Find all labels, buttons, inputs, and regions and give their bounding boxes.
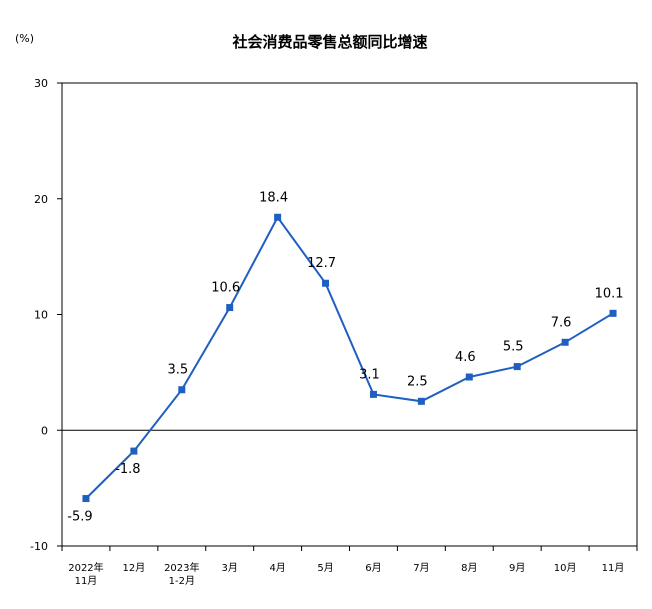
data-label: 2.5 xyxy=(407,374,428,389)
x-tick-label: 2023年 1-2月 xyxy=(164,561,199,587)
x-tick-label: 3月 xyxy=(222,562,238,574)
y-axis-unit: (%) xyxy=(15,32,34,45)
y-tick-label: 20 xyxy=(34,193,48,206)
data-label: 7.6 xyxy=(551,315,572,330)
data-point xyxy=(274,213,282,221)
data-point xyxy=(561,338,569,346)
x-tick-label: 2022年 11月 xyxy=(68,561,103,587)
x-tick-label: 7月 xyxy=(413,562,429,574)
data-label: 3.1 xyxy=(359,367,380,382)
data-point xyxy=(417,397,425,405)
data-point xyxy=(369,390,377,398)
data-label: 4.6 xyxy=(455,350,476,365)
data-labels: -5.9 -1.8 3.5 10.6 18.4 12.7 3.1 2.5 4.6 5.5 7.6 10… xyxy=(67,190,623,524)
series-line xyxy=(85,215,614,500)
data-point xyxy=(465,373,473,381)
y-tick-label: 10 xyxy=(34,309,48,322)
x-tick-label: 5月 xyxy=(317,562,333,574)
y-axis: 30 20 10 0 -10 xyxy=(30,77,62,553)
x-tick-label: 8月 xyxy=(461,562,477,574)
data-point xyxy=(322,279,330,287)
x-tick-label: 6月 xyxy=(365,562,381,574)
data-label: 3.5 xyxy=(167,363,188,378)
data-markers xyxy=(82,213,617,503)
data-label: 10.1 xyxy=(595,286,624,301)
x-tick-label: 11月 xyxy=(602,562,625,574)
data-label: -5.9 xyxy=(67,510,92,525)
x-tick-label: 9月 xyxy=(509,562,525,574)
data-point xyxy=(82,495,90,503)
x-tick-label: 10月 xyxy=(554,562,577,574)
chart-title: 社会消费品零售总额同比增速 xyxy=(231,33,427,51)
x-axis: 2022年 11月 12月 2023年 1-2月 3月 4月 5月 6月 7月 8月 9月 10月 11月 xyxy=(61,546,638,587)
data-label: -1.8 xyxy=(115,462,140,477)
y-tick-label: -10 xyxy=(30,540,48,553)
y-tick-label: 0 xyxy=(41,424,48,437)
data-point xyxy=(226,304,234,312)
x-tick-label: 4月 xyxy=(269,562,285,574)
data-point xyxy=(513,363,521,371)
x-tick-label: 12月 xyxy=(123,562,146,574)
data-label: 5.5 xyxy=(503,340,524,355)
y-tick-label: 30 xyxy=(34,77,48,90)
data-label: 18.4 xyxy=(259,190,288,205)
data-point xyxy=(609,309,617,317)
data-label: 10.6 xyxy=(211,281,240,296)
data-point xyxy=(178,386,186,394)
data-label: 12.7 xyxy=(307,256,336,271)
data-point xyxy=(130,447,138,455)
